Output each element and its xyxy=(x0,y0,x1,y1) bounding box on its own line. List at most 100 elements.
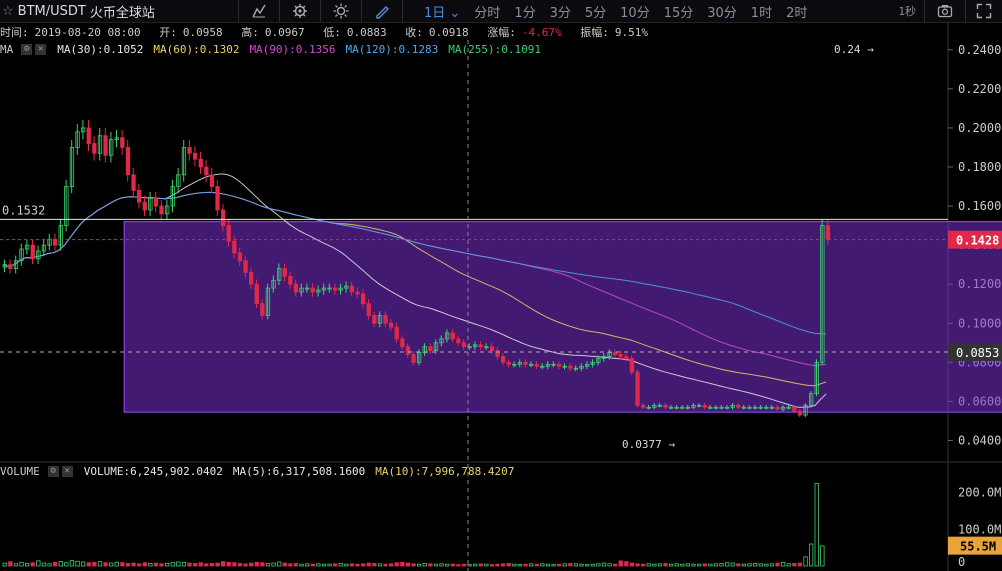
volume-settings-icon[interactable]: ⚙ xyxy=(47,466,59,477)
candle-body xyxy=(613,352,618,355)
left-price-label: 0.1532 xyxy=(2,203,45,217)
period-tab[interactable]: 1分 xyxy=(514,5,536,21)
symbol-title[interactable]: ☆ BTM/USDT 火币全球站 xyxy=(0,2,238,21)
candle-body xyxy=(299,287,304,293)
volume-bar xyxy=(713,563,719,567)
candle-body xyxy=(820,225,825,363)
candle-body xyxy=(680,406,685,409)
camera-icon[interactable] xyxy=(925,0,965,22)
volume-bar xyxy=(64,562,69,567)
candle-body xyxy=(114,137,119,141)
candle-body xyxy=(461,342,467,348)
volume-close-icon[interactable]: ✕ xyxy=(61,466,73,477)
gear-icon[interactable] xyxy=(280,0,320,22)
period-tab[interactable]: 30分 xyxy=(707,5,737,21)
draw-icon[interactable] xyxy=(362,0,402,22)
candle-body xyxy=(764,406,769,409)
volume-bar xyxy=(741,563,747,567)
period-tab[interactable]: 1时 xyxy=(750,5,773,21)
period-tab[interactable]: 1日 ⌄ xyxy=(424,5,461,21)
candle-body xyxy=(271,279,276,289)
period-tab[interactable]: 2时 xyxy=(786,5,808,21)
volume-bar xyxy=(680,563,685,567)
candle-body xyxy=(641,404,646,408)
volume-bar xyxy=(260,562,265,567)
refresh-interval[interactable]: 1秒 xyxy=(898,5,916,18)
candle-body xyxy=(304,287,310,290)
candle-body xyxy=(220,209,226,226)
toolbar-divider xyxy=(320,0,321,22)
volume-bar xyxy=(164,563,170,567)
fullscreen-icon[interactable] xyxy=(966,0,1002,22)
period-tab[interactable]: 分时 xyxy=(474,5,501,21)
volume-bar xyxy=(685,563,691,567)
candle-body xyxy=(187,147,192,154)
volume-bar xyxy=(506,563,511,567)
ma-settings-icon[interactable]: ⚙ xyxy=(21,44,33,55)
volume-bar xyxy=(562,563,567,567)
candle-body xyxy=(86,127,91,144)
candle-body xyxy=(646,406,651,409)
volume-legend-name: VOLUME xyxy=(0,465,40,478)
candle-body xyxy=(713,406,719,409)
volume-bar xyxy=(674,563,679,567)
volume-bar xyxy=(590,563,595,567)
volume-bar xyxy=(254,561,259,567)
volume-bar xyxy=(142,562,147,567)
volume-bar xyxy=(226,561,231,567)
candle-body xyxy=(181,147,187,176)
volume-bar xyxy=(484,563,489,567)
volume-bar xyxy=(657,563,663,567)
volume-bar xyxy=(400,561,405,567)
candle-body xyxy=(736,404,741,408)
candle-body xyxy=(478,344,483,348)
volume-bar xyxy=(355,563,360,567)
indicator-icon[interactable] xyxy=(239,0,279,22)
volume-bar xyxy=(568,563,573,567)
volume-bar xyxy=(248,562,254,567)
ma-legend: MA ⚙ ✕ MA(30):0.1052 MA(60):0.1302 MA(90):… xyxy=(0,43,551,56)
candle-body xyxy=(215,186,220,211)
candle-body xyxy=(81,127,86,133)
volume-bar xyxy=(360,563,366,567)
candle-body xyxy=(136,190,142,203)
candle-body xyxy=(747,406,752,409)
star-icon[interactable]: ☆ xyxy=(2,3,14,19)
candle-body xyxy=(64,186,69,226)
candle-body xyxy=(428,346,433,352)
current-price-badge xyxy=(948,230,1002,249)
volume-bar xyxy=(618,560,623,567)
volume-bar xyxy=(758,563,763,567)
ma-close-icon[interactable]: ✕ xyxy=(35,44,47,55)
candle-body xyxy=(198,158,203,168)
candle-body xyxy=(159,205,164,215)
volume-bar xyxy=(58,561,63,567)
period-tab[interactable]: 3分 xyxy=(549,5,571,21)
volume-bar xyxy=(814,483,819,567)
period-tab[interactable]: 5分 xyxy=(584,5,607,21)
volume-legend-item: VOLUME:6,245,902.0402 xyxy=(83,465,223,478)
candle-body xyxy=(24,244,30,250)
volume-bar xyxy=(109,562,114,567)
volume-bar xyxy=(641,563,646,567)
price-tick-label: 0.2000 xyxy=(958,121,1001,135)
candle-body xyxy=(730,404,735,408)
candle-body xyxy=(92,143,97,154)
volume-bar xyxy=(786,563,791,567)
period-tab[interactable]: 10分 xyxy=(620,5,650,21)
volume-bar xyxy=(551,564,556,567)
candle-body xyxy=(568,365,573,369)
candle-body xyxy=(803,404,808,416)
candle-body xyxy=(596,358,601,363)
volume-bar xyxy=(422,563,427,567)
candle-body xyxy=(775,406,780,410)
volume-bar xyxy=(456,564,461,567)
candle-body xyxy=(697,404,702,407)
candle-body xyxy=(109,139,114,156)
volume-bar xyxy=(181,561,187,567)
theme-icon[interactable] xyxy=(321,0,361,22)
high-info: 高: 0.0967 xyxy=(241,26,305,39)
period-tab[interactable]: 15分 xyxy=(663,5,694,21)
ma-legend-item: MA(90):0.1356 xyxy=(249,43,336,56)
